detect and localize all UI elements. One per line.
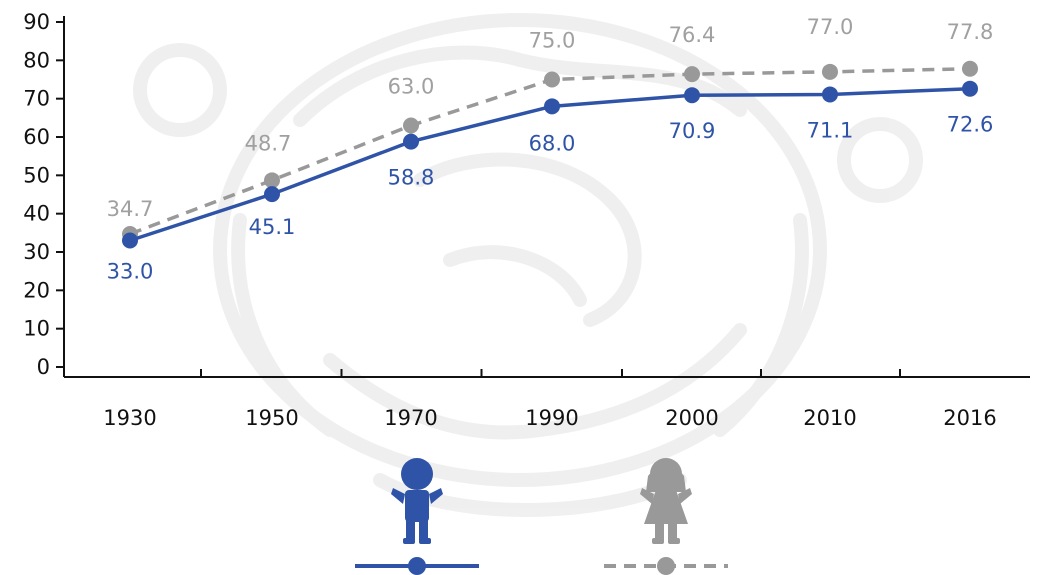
point-dashed-2000 <box>684 66 700 83</box>
y-tick-label: 10 <box>23 317 50 341</box>
y-tick-label: 90 <box>23 10 50 34</box>
y-tick-label: 30 <box>23 240 50 264</box>
data-label-solid-2010: 71.1 <box>807 118 854 142</box>
data-label-dashed-1990: 75.0 <box>529 29 576 53</box>
data-label-dashed-2010: 77.0 <box>807 15 854 39</box>
point-solid-2016 <box>962 80 978 97</box>
y-tick-label: 0 <box>37 355 50 379</box>
data-label-solid-1990: 68.0 <box>529 131 576 155</box>
point-dashed-1970 <box>403 117 419 134</box>
point-dashed-1990 <box>544 71 560 88</box>
data-label-dashed-1950: 48.7 <box>245 131 292 155</box>
y-tick-label: 50 <box>23 163 50 187</box>
x-tick-label: 1990 <box>525 406 578 430</box>
point-solid-2000 <box>684 87 700 104</box>
point-solid-1930 <box>122 232 138 249</box>
x-axis: 1930 1950 1970 1990 2000 2010 2016 <box>64 369 1030 430</box>
point-solid-1990 <box>544 98 560 115</box>
point-dashed-2010 <box>822 63 838 80</box>
data-label-solid-2016: 72.6 <box>947 113 994 137</box>
data-label-solid-1970: 58.8 <box>388 166 435 190</box>
data-label-solid-1930: 33.0 <box>107 260 154 284</box>
data-label-dashed-1930: 34.7 <box>107 197 154 221</box>
point-solid-1950 <box>264 186 280 203</box>
y-tick-label: 20 <box>23 278 50 302</box>
data-label-solid-2000: 70.9 <box>669 119 716 143</box>
y-tick-label: 60 <box>23 125 50 149</box>
x-tick-label: 1970 <box>384 406 437 430</box>
point-dashed-2016 <box>962 60 978 77</box>
data-labels: 33.0 45.1 58.8 68.0 70.9 71.1 72.6 34.7 48.7 63.0… <box>107 15 994 284</box>
data-label-solid-1950: 45.1 <box>249 215 296 239</box>
data-label-dashed-1970: 63.0 <box>388 75 435 99</box>
boy-icon <box>391 458 443 544</box>
point-solid-2010 <box>822 86 838 103</box>
series-layer <box>122 60 978 249</box>
point-dashed-1950 <box>264 172 280 189</box>
data-label-dashed-2000: 76.4 <box>669 23 716 47</box>
legend-marker-solid <box>408 557 426 575</box>
x-tick-label: 2010 <box>803 406 856 430</box>
x-tick-label: 1930 <box>103 406 156 430</box>
y-tick-label: 40 <box>23 202 50 226</box>
legend <box>355 458 728 575</box>
legend-marker-dashed <box>657 557 675 575</box>
x-tick-label: 1950 <box>245 406 298 430</box>
girl-icon <box>640 458 692 544</box>
x-tick-label: 2016 <box>943 406 996 430</box>
data-label-dashed-2016: 77.8 <box>947 20 994 44</box>
point-solid-1970 <box>403 133 419 150</box>
y-tick-label: 80 <box>23 48 50 72</box>
y-axis: 0 10 20 30 40 50 60 70 80 90 <box>23 10 65 379</box>
x-tick-label: 2000 <box>665 406 718 430</box>
y-tick-label: 70 <box>23 87 50 111</box>
